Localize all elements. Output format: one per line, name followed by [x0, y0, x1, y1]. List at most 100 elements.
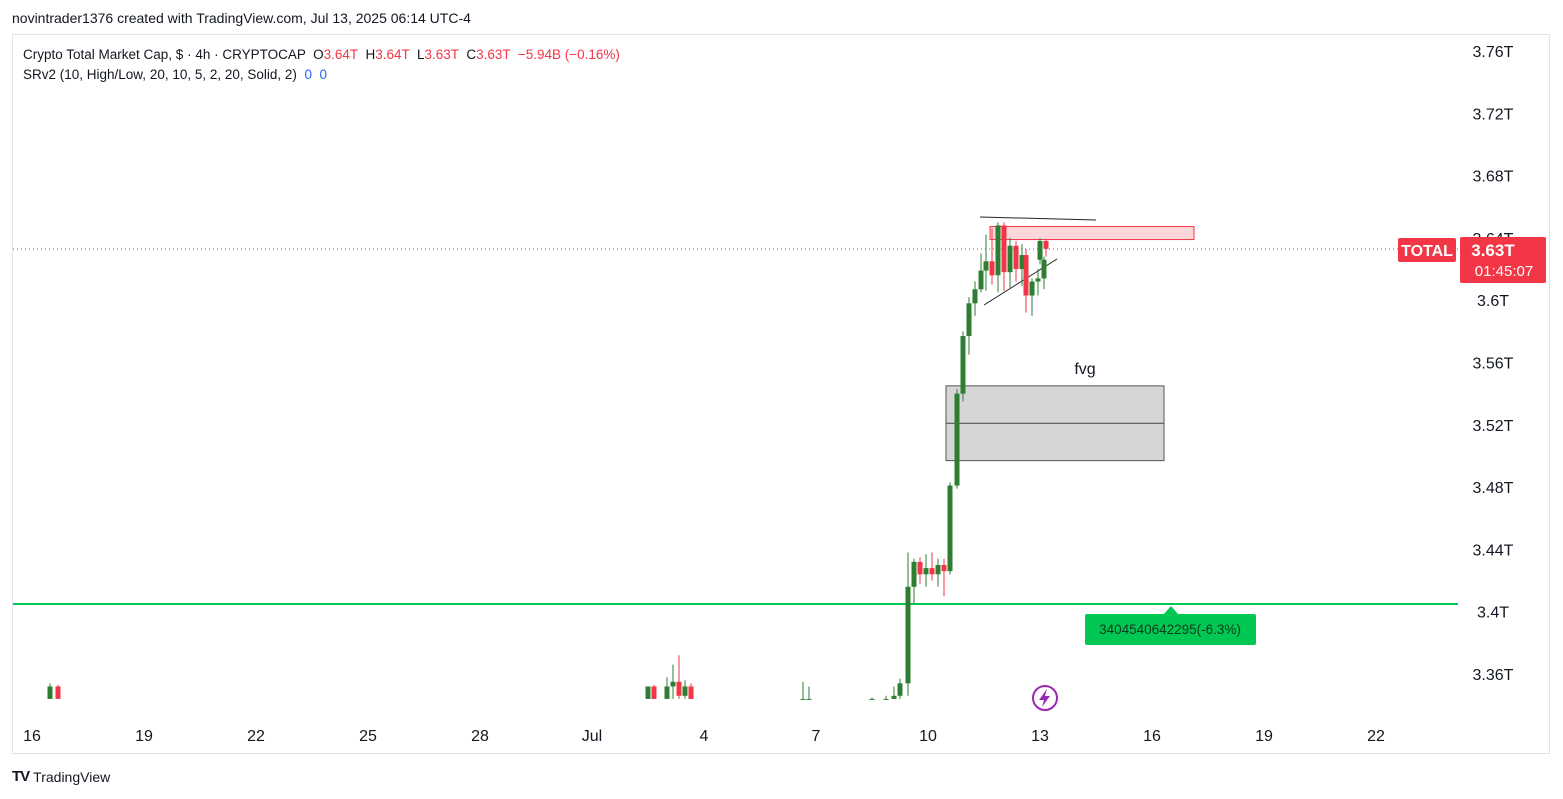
top-trendline: [979, 216, 1097, 221]
candle-body: [869, 698, 875, 700]
price-axis[interactable]: 3.76T3.72T3.68T3.64T3.6T3.56T3.52T3.48T3…: [1473, 44, 1514, 684]
candle-body: [941, 564, 947, 572]
price-tick-label: 3.52T: [1473, 418, 1514, 435]
legend-low-value: 3.63T: [424, 47, 459, 62]
candle-body: [55, 686, 61, 699]
candle-body: [1001, 225, 1007, 273]
price-tick-label: 3.56T: [1473, 356, 1514, 373]
footer[interactable]: TV TradingView: [12, 768, 110, 785]
time-tick-label: 19: [135, 728, 153, 745]
legend: Crypto Total Market Cap, $ · 4h · CRYPTO…: [23, 45, 620, 85]
candle-body: [972, 289, 978, 304]
candle-body: [960, 336, 966, 394]
candle-body: [966, 303, 972, 337]
price-tick-label: 3.36T: [1473, 667, 1514, 684]
legend-change: −5.94B (−0.16%): [517, 47, 620, 62]
legend-symbol[interactable]: Crypto Total Market Cap, $ · 4h · CRYPTO…: [23, 47, 306, 62]
candle-body: [917, 561, 923, 575]
time-tick-label: 16: [23, 728, 41, 745]
candle-body: [670, 681, 676, 687]
footer-brand: TradingView: [33, 768, 111, 785]
last-price-badge: [1460, 237, 1546, 283]
time-axis[interactable]: 16 19 22 25 28 Jul 4 7 10 13 16 19 22: [23, 728, 1385, 745]
candle-body: [995, 225, 1001, 276]
indicator-value-1: 0: [304, 67, 312, 82]
candle-body: [983, 261, 989, 271]
candle-body: [1029, 281, 1035, 296]
time-tick-label: 10: [919, 728, 937, 745]
price-tick-label: 3.4T: [1477, 605, 1509, 622]
candle-body: [1037, 241, 1043, 260]
price-tick-label: 3.72T: [1473, 106, 1514, 123]
candle-body: [664, 686, 670, 699]
candle-body: [800, 698, 806, 700]
candle-body: [676, 681, 682, 696]
fvg-label: fvg: [1074, 361, 1095, 378]
candle-body: [905, 586, 911, 684]
time-tick-label: Jul: [582, 728, 602, 745]
symbol-badge: [1398, 238, 1456, 262]
time-tick-label: 13: [1031, 728, 1049, 745]
tradingview-logo-icon: TV: [12, 768, 30, 785]
lightning-bolt-icon: [1039, 689, 1050, 707]
resistance-zone: [989, 226, 1195, 241]
candle-body: [978, 270, 984, 290]
candle-body: [47, 686, 53, 699]
time-tick-label: 28: [471, 728, 489, 745]
legend-open-label: O: [313, 47, 324, 62]
indicator-name[interactable]: SRv2 (10, High/Low, 20, 10, 5, 2, 20, So…: [23, 67, 297, 82]
countdown-timer: 01:45:07: [1475, 263, 1533, 280]
candle-body: [1007, 245, 1013, 273]
legend-low-label: L: [417, 47, 425, 62]
candle-body: [806, 698, 812, 700]
legend-high-value: 3.64T: [375, 47, 410, 62]
candle-body: [1041, 259, 1047, 279]
support-badge: [1085, 614, 1256, 645]
candle-body: [954, 393, 960, 486]
time-tick-label: 25: [359, 728, 377, 745]
time-tick-label: 4: [700, 728, 709, 745]
time-tick-label: 22: [1367, 728, 1385, 745]
time-tick-label: 22: [247, 728, 265, 745]
candle-body: [645, 686, 651, 699]
price-tick-label: 3.76T: [1473, 44, 1514, 61]
drawing-zones[interactable]: fvg: [13, 216, 1458, 605]
candle-body: [682, 686, 688, 696]
candle-body: [947, 485, 953, 572]
candle-body: [989, 261, 995, 276]
legend-indicator-row: SRv2 (10, High/Low, 20, 10, 5, 2, 20, So…: [23, 65, 620, 85]
candle-body: [891, 695, 897, 699]
candle-body: [929, 568, 935, 575]
candle-body: [883, 698, 889, 700]
symbol-badge-text: TOTAL: [1401, 243, 1453, 260]
legend-close-value: 3.63T: [476, 47, 511, 62]
time-tick-label: 19: [1255, 728, 1273, 745]
candle-body: [897, 683, 903, 696]
candle-body: [688, 686, 694, 699]
support-badge-text: 3404540642295(-6.3%): [1099, 622, 1241, 637]
legend-close-label: C: [466, 47, 477, 62]
chart-credit: novintrader1376 created with TradingView…: [12, 10, 471, 26]
candle-body: [1013, 245, 1019, 270]
price-tick-label: 3.48T: [1473, 480, 1514, 497]
candles: [47, 222, 1049, 700]
time-tick-label: 16: [1143, 728, 1161, 745]
last-price-value: 3.63T: [1471, 241, 1515, 260]
price-tick-label: 3.44T: [1473, 542, 1514, 559]
candle-body: [911, 561, 917, 587]
indicator-value-2: 0: [319, 67, 327, 82]
time-tick-label: 7: [812, 728, 821, 745]
overlay: TOTAL 3.63T 01:45:07 3404540642295(-6.3%): [1032, 237, 1546, 711]
candle-body: [1019, 255, 1025, 270]
legend-open-value: 3.64T: [323, 47, 358, 62]
price-tick-label: 3.68T: [1473, 169, 1514, 186]
legend-ohlc-row: Crypto Total Market Cap, $ · 4h · CRYPTO…: [23, 45, 620, 65]
candle-body: [1043, 241, 1049, 249]
chart-frame: [12, 34, 1550, 754]
candle-body: [923, 568, 929, 575]
candle-body: [935, 564, 941, 575]
candle-body: [1023, 255, 1029, 296]
candle-body: [1035, 278, 1041, 282]
legend-high-label: H: [365, 47, 376, 62]
